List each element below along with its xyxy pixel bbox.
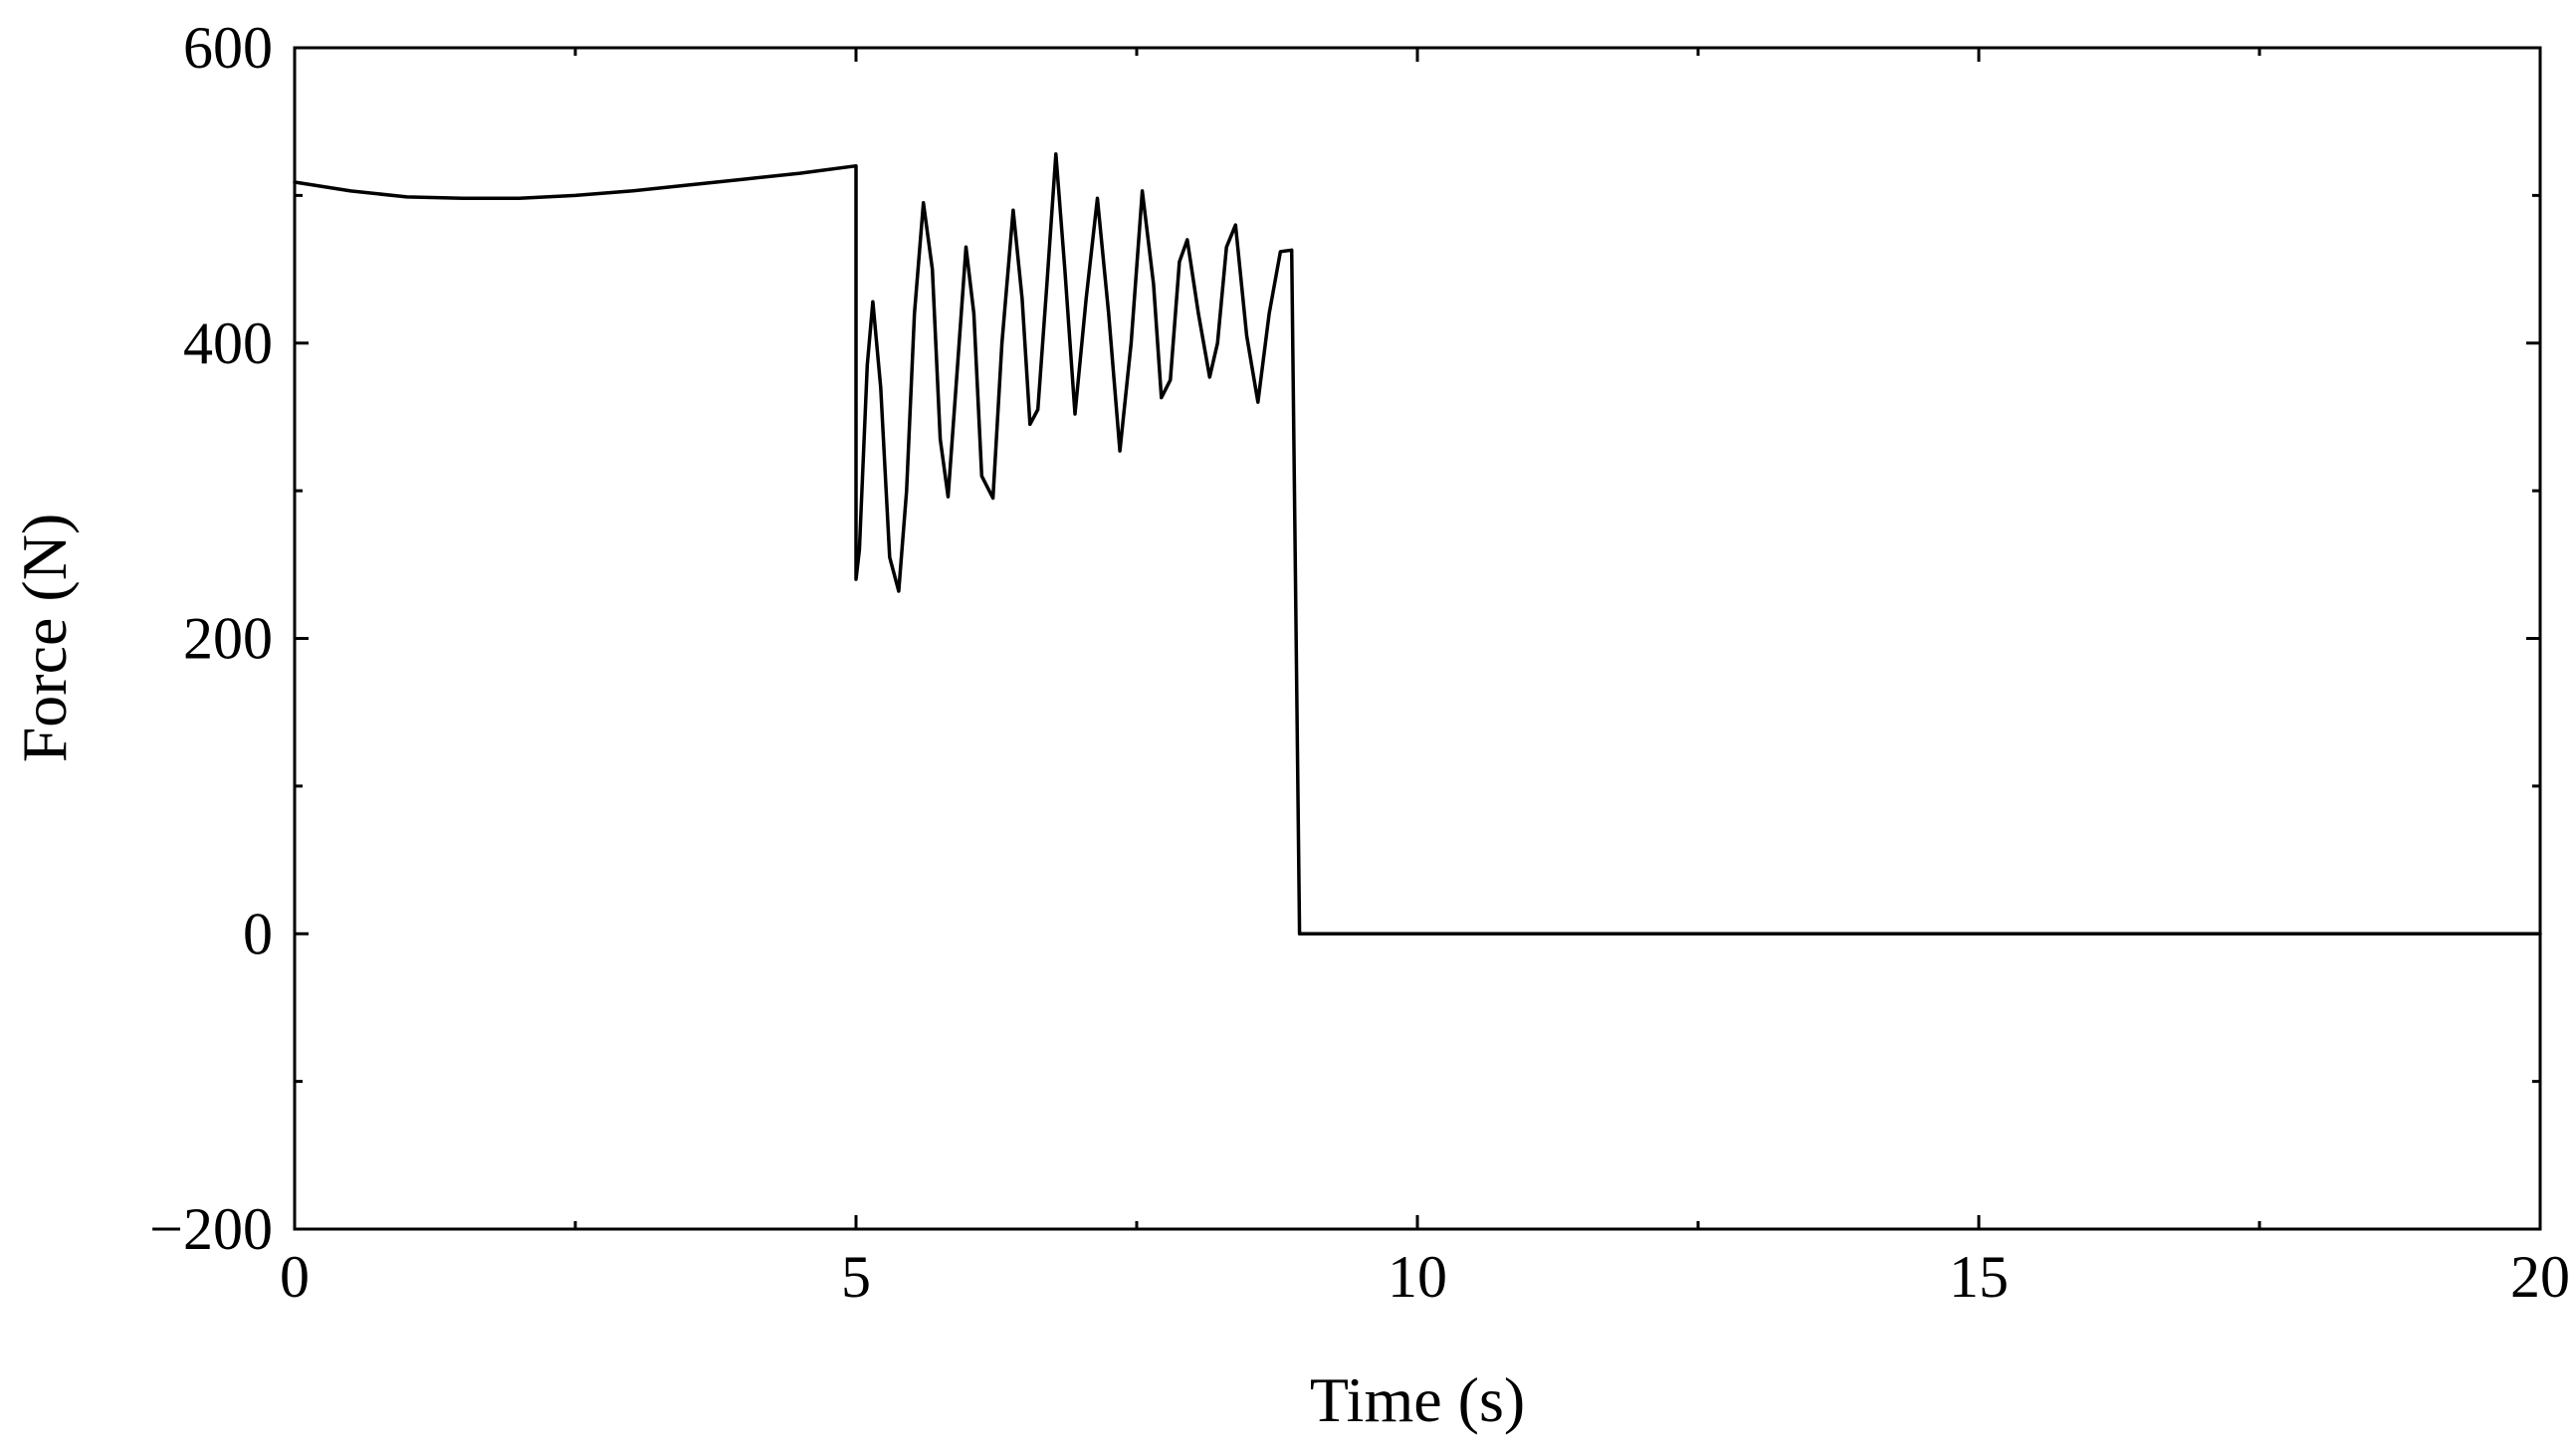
y-axis-label: Force (N) [9, 514, 80, 763]
x-tick-label: 10 [1388, 1244, 1447, 1310]
minor-ticks [295, 48, 2540, 1229]
x-tick-label: 20 [2510, 1244, 2570, 1310]
y-tick-label: 200 [183, 606, 273, 672]
y-tick-label: 400 [183, 311, 273, 376]
y-tick-label: 0 [243, 901, 273, 966]
x-tick-label: 5 [841, 1244, 871, 1310]
major-ticks [293, 46, 2542, 1231]
plot-frame [293, 46, 2542, 1231]
x-tick-label: 0 [280, 1244, 310, 1310]
series-line-0 [293, 152, 2542, 936]
y-tick-label: 600 [183, 15, 273, 81]
y-tick-label: −200 [149, 1196, 273, 1262]
x-tick-label: 15 [1949, 1244, 2009, 1310]
series-group [293, 152, 2542, 936]
x-axis-label: Time (s) [1310, 1364, 1525, 1435]
